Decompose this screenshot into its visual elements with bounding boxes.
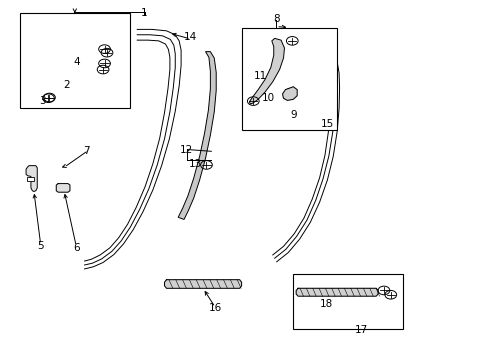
Text: 14: 14 <box>184 32 197 41</box>
Polygon shape <box>249 39 284 104</box>
Polygon shape <box>296 288 377 296</box>
Polygon shape <box>26 166 37 192</box>
Text: 11: 11 <box>253 71 266 81</box>
Text: 13: 13 <box>189 159 202 169</box>
Text: 18: 18 <box>319 299 332 309</box>
Text: 10: 10 <box>261 93 274 103</box>
Polygon shape <box>56 184 70 192</box>
Text: 4: 4 <box>73 57 80 67</box>
Text: 6: 6 <box>73 243 80 253</box>
Text: 12: 12 <box>179 144 192 154</box>
Polygon shape <box>282 87 297 100</box>
Polygon shape <box>178 51 216 220</box>
Polygon shape <box>65 16 110 100</box>
Polygon shape <box>164 280 241 288</box>
Text: 17: 17 <box>354 325 367 335</box>
Text: 7: 7 <box>82 146 89 156</box>
Bar <box>242 28 336 130</box>
Text: 1: 1 <box>141 8 147 18</box>
Bar <box>20 13 130 108</box>
Text: 15: 15 <box>320 120 333 129</box>
Text: 3: 3 <box>39 96 45 106</box>
Text: 9: 9 <box>289 111 296 121</box>
Bar <box>293 274 402 329</box>
Text: 8: 8 <box>272 14 279 24</box>
Bar <box>27 177 34 181</box>
Text: 2: 2 <box>63 80 70 90</box>
Text: 16: 16 <box>208 303 222 314</box>
Text: 5: 5 <box>37 241 44 251</box>
